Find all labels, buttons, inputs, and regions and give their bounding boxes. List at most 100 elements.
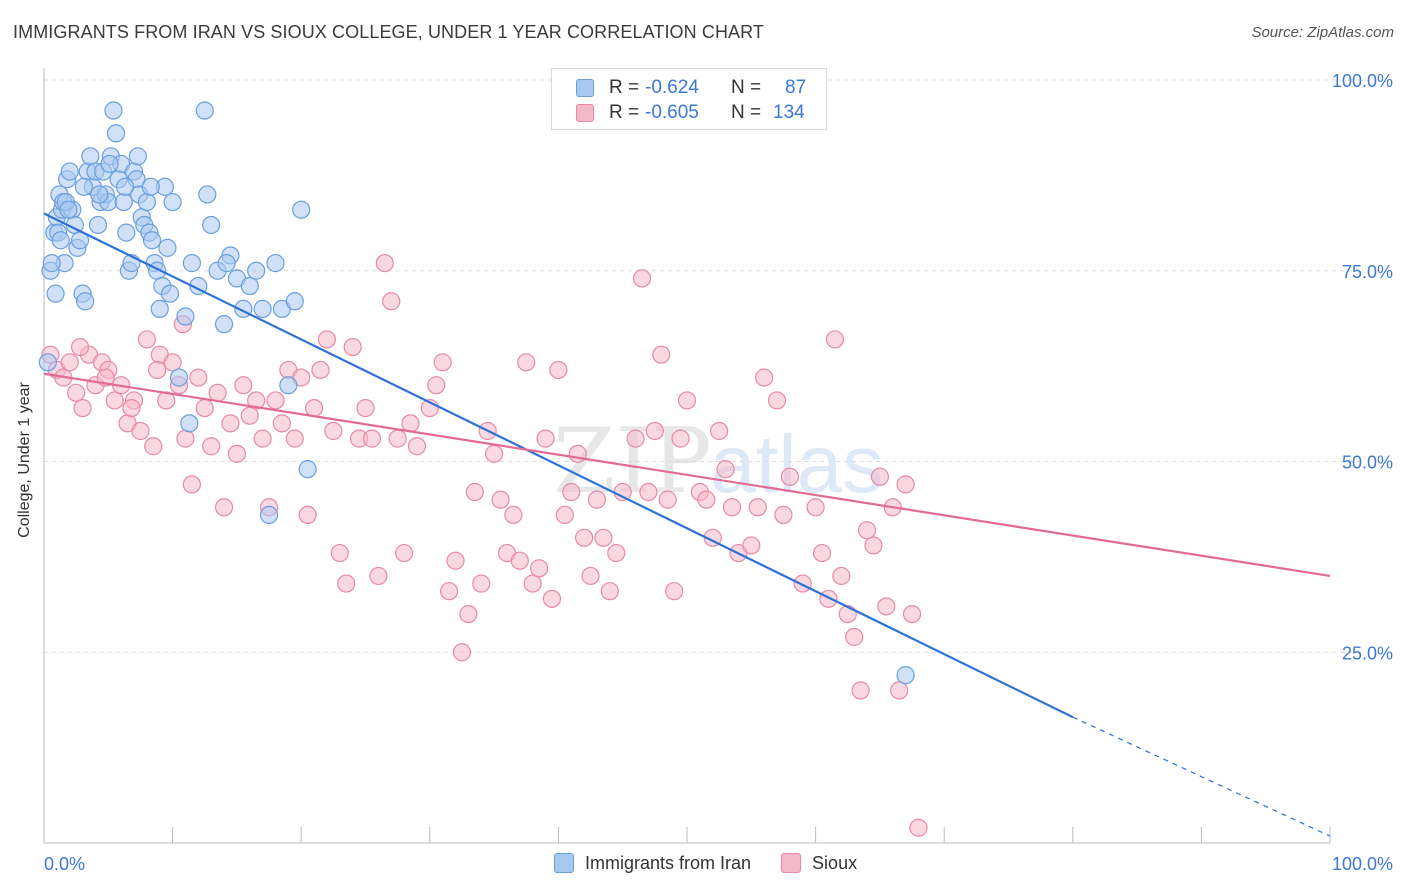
data-point-sioux [343, 337, 362, 357]
data-point-sioux [189, 368, 208, 387]
data-point-sioux [806, 498, 825, 517]
data-point-iran [163, 192, 182, 212]
legend-item-iran[interactable]: Immigrants from Iran [554, 853, 751, 874]
data-point-sioux [575, 528, 594, 547]
data-point-iran [42, 254, 61, 273]
data-point-sioux [530, 559, 549, 578]
data-point-iran [51, 231, 70, 250]
data-point-sioux [755, 368, 774, 387]
data-point-sioux [832, 566, 851, 586]
legend-row-iran: R = -0.624 N = 87 [576, 76, 806, 100]
data-point-sioux [439, 582, 459, 601]
data-point-iran [104, 101, 123, 120]
data-point-iran [266, 254, 285, 273]
data-point-iran [128, 147, 147, 166]
data-point-sioux [247, 391, 266, 410]
data-point-sioux [240, 406, 259, 425]
data-point-sioux [60, 353, 79, 372]
y-tick-label: 50.0% [1342, 453, 1393, 473]
x-tick-label: 100.0% [1332, 854, 1393, 874]
data-point-sioux [748, 498, 767, 517]
data-point-sioux [587, 490, 607, 509]
data-point-sioux [819, 589, 838, 608]
watermark-atlas: atlas [710, 419, 883, 510]
data-point-iran [198, 185, 217, 204]
legend-swatch-iran [554, 853, 574, 873]
legend-swatch-sioux [576, 104, 594, 122]
data-point-sioux [375, 254, 394, 273]
data-point-sioux [163, 353, 182, 372]
chart-title: IMMIGRANTS FROM IRAN VS SIOUX COLLEGE, U… [13, 22, 765, 42]
data-point-iran [106, 124, 126, 143]
y-tick-label: 25.0% [1342, 643, 1393, 663]
data-point-sioux [182, 475, 201, 494]
data-point-sioux [812, 543, 832, 563]
data-point-sioux [510, 551, 529, 570]
data-point-iran [292, 200, 311, 219]
data-point-sioux [433, 353, 452, 372]
data-point-iran [247, 261, 266, 280]
data-point-iran [60, 162, 79, 181]
data-point-iran [46, 284, 65, 303]
data-point-sioux [549, 360, 568, 380]
data-point-iran [176, 307, 195, 326]
grid [44, 79, 1362, 653]
data-point-sioux [632, 269, 652, 288]
data-point-sioux [382, 292, 401, 311]
data-point-sioux [658, 490, 677, 509]
data-point-iran [81, 147, 100, 166]
data-point-sioux [148, 360, 167, 380]
data-point-sioux [504, 505, 523, 525]
legend-item-sioux[interactable]: Sioux [781, 853, 857, 874]
trend-line-sioux [43, 372, 1331, 578]
data-point-sioux [137, 330, 156, 349]
data-point-sioux [407, 437, 427, 456]
data-point-iran [195, 101, 214, 120]
data-point-sioux [298, 505, 317, 525]
data-point-sioux [542, 589, 562, 608]
data-point-iran [169, 368, 189, 387]
data-point-iran [117, 223, 136, 242]
data-point-sioux [909, 818, 928, 837]
data-point-sioux [176, 429, 195, 448]
legend-n-label: N = [731, 102, 762, 123]
data-point-sioux [253, 429, 272, 448]
data-point-sioux [324, 421, 343, 441]
data-point-sioux [311, 360, 330, 380]
legend-n-value: 134 [773, 102, 805, 123]
data-point-sioux [388, 429, 407, 448]
source-label: Source: ZipAtlas.com [1251, 24, 1394, 41]
data-point-sioux [536, 429, 555, 448]
data-point-sioux [221, 414, 240, 433]
series-legend: Immigrants from Iran Sioux [554, 851, 887, 875]
data-point-sioux [202, 437, 221, 456]
data-point-iran [180, 414, 199, 433]
data-point-sioux [195, 398, 214, 418]
axes [43, 68, 1331, 844]
data-point-sioux [568, 444, 587, 463]
data-point-sioux [594, 528, 613, 547]
data-point-sioux [671, 429, 690, 448]
data-point-sioux [208, 383, 227, 402]
data-point-sioux [677, 391, 697, 410]
y-tick-label: 75.0% [1342, 262, 1393, 282]
data-point-sioux [877, 597, 896, 616]
data-point-sioux [607, 543, 626, 563]
data-point-sioux [639, 482, 658, 502]
legend-n-label: N = [731, 77, 762, 98]
data-point-iran [88, 215, 108, 235]
data-point-sioux [710, 421, 729, 441]
y-axis-title: College, Under 1 year [16, 382, 33, 538]
data-point-sioux [780, 467, 799, 486]
data-point-sioux [742, 536, 761, 555]
data-point-sioux [105, 391, 124, 410]
data-point-iran [74, 177, 93, 196]
data-point-sioux [902, 604, 922, 624]
data-point-sioux [214, 498, 234, 517]
data-point-sioux [227, 444, 246, 463]
data-point-sioux [131, 421, 150, 441]
legend-r-value: -0.605 [645, 102, 699, 123]
legend-r-value: -0.624 [645, 77, 699, 98]
data-point-sioux [452, 643, 472, 662]
